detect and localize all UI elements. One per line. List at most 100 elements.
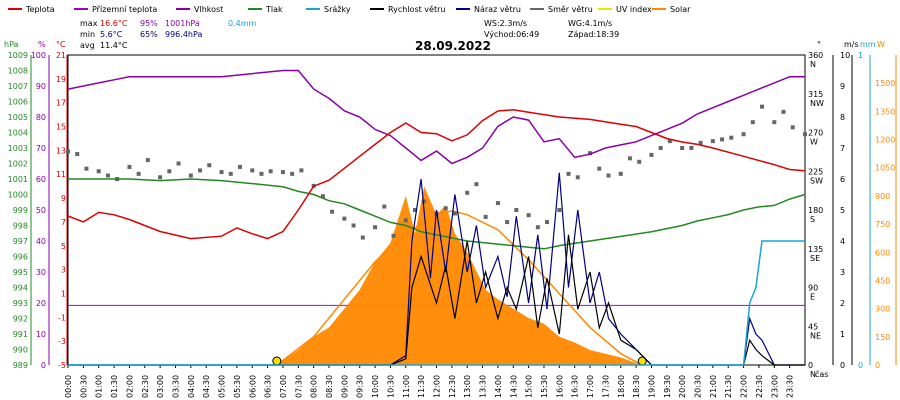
x-tick-label: 16:30: [571, 375, 580, 398]
stats-avg-label: avg: [80, 41, 95, 50]
dir-tick-label: 270: [808, 129, 823, 138]
x-tick-label: 15:30: [540, 375, 549, 398]
x-tick-label: 01:00: [95, 375, 104, 398]
x-tick-label: 07:00: [279, 375, 288, 398]
dir-compass-label: SW: [810, 176, 823, 185]
dir-compass-label: N: [810, 370, 816, 379]
wind-direction-point: [741, 132, 746, 137]
wind-direction-point: [781, 109, 786, 114]
x-tick-label: 20:30: [694, 375, 703, 398]
rain-line: [68, 240, 805, 366]
pressure-tick-label: 999: [13, 206, 28, 215]
humidity-tick-label: 80: [36, 113, 46, 122]
x-tick-label: 10:00: [371, 375, 380, 398]
temperature-line: [67, 109, 806, 240]
legend-label: Srážky: [324, 5, 351, 14]
x-tick-label: 18:30: [632, 375, 641, 398]
wind-unit-label: m/s: [844, 40, 859, 49]
wind-direction-point: [280, 170, 285, 175]
wind-direction-point: [597, 166, 602, 171]
legend-label: Náraz větru: [474, 5, 521, 14]
temp-tick-label: 7: [61, 218, 66, 227]
x-tick-label: 00:30: [79, 375, 88, 398]
x-tick-label: 20:00: [678, 375, 687, 398]
pressure-tick-label: 1008: [8, 67, 28, 76]
wind-direction-point: [474, 182, 479, 187]
wind-direction-point: [250, 168, 255, 173]
x-tick-label: 18:00: [617, 375, 626, 398]
wind-tick-label: 7: [840, 144, 845, 153]
wind-direction-point: [545, 220, 550, 225]
wind-tick-label: 4: [840, 237, 845, 246]
dir-compass-label: E: [810, 293, 815, 302]
stats-avg-temp: 11.4°C: [100, 41, 128, 50]
solar-theoretical-line: [276, 210, 643, 366]
wind-direction-point: [658, 146, 663, 150]
x-tick-label: 21:00: [709, 375, 718, 398]
wind-tick-label: 2: [840, 299, 845, 308]
x-tick-label: 07:30: [294, 375, 303, 398]
pressure-tick-label: 991: [13, 330, 28, 339]
x-tick-label: 14:00: [494, 375, 503, 398]
x-tick-label: 12:00: [433, 375, 442, 398]
time-axis-label: čas: [815, 369, 828, 379]
wind-direction-point: [237, 164, 242, 169]
plot-area: [66, 69, 807, 366]
x-tick-label: 11:00: [402, 375, 411, 398]
pressure-tick-label: 1004: [8, 129, 28, 138]
x-tick-label: 05:30: [233, 375, 242, 398]
dir-tick-label: 360: [808, 51, 823, 60]
wind-tick-label: 0: [840, 361, 845, 370]
x-tick-label: 09:30: [356, 375, 365, 398]
pressure-tick-label: 995: [13, 268, 28, 277]
pressure-tick-label: 992: [13, 315, 28, 324]
stats-max-temp: 16.6°C: [100, 19, 128, 28]
wind-direction-point: [710, 139, 715, 144]
wind-direction-point: [729, 135, 734, 140]
wind-tick-label: 1: [840, 330, 845, 339]
dir-compass-label: NE: [810, 331, 821, 340]
wind-direction-point: [391, 233, 396, 238]
wind-direction-point: [422, 199, 427, 204]
wind-tick-label: 3: [840, 268, 845, 277]
wind-direction-point: [575, 175, 580, 180]
wind-direction-point: [637, 159, 642, 164]
wind-direction-point: [96, 169, 101, 174]
solar-unit-label: W: [877, 40, 885, 49]
solar-tick-label: 750: [875, 220, 890, 229]
humidity-tick-label: 70: [36, 144, 46, 153]
pressure-tick-label: 1005: [8, 113, 28, 122]
stats-min-temp: 5.6°C: [100, 30, 123, 39]
dir-tick-label: 315: [808, 90, 823, 99]
solar-tick-label: 1200: [875, 136, 895, 145]
temp-tick-label: 9: [61, 194, 66, 203]
x-tick-label: 04:30: [202, 375, 211, 398]
rain-unit-label: mm: [860, 40, 876, 49]
wind-direction-point: [105, 173, 110, 178]
rain-tick-label: 0: [858, 361, 863, 370]
humidity-tick-label: 50: [36, 206, 46, 215]
humidity-tick-label: 100: [31, 51, 46, 60]
stats-min-hum: 65%: [140, 30, 158, 39]
wind-direction-point: [667, 139, 672, 144]
wind-tick-label: 10: [840, 51, 850, 60]
solar-tick-label: 1500: [875, 79, 895, 88]
legend-label: Vlhkost: [194, 5, 223, 14]
temp-tick-label: 5: [61, 242, 66, 251]
wind-direction-point: [618, 171, 623, 176]
wind-direction-point: [373, 225, 378, 230]
solar-tick-label: 600: [875, 248, 890, 257]
temp-tick-label: 21: [56, 51, 66, 60]
wind-tick-label: 9: [840, 82, 845, 91]
pressure-tick-label: 989: [13, 361, 28, 370]
humidity-line: [67, 69, 805, 165]
x-tick-label: 17:00: [586, 375, 595, 398]
x-tick-label: 10:30: [386, 375, 395, 398]
wind-direction-point: [84, 166, 89, 171]
x-tick-label: 13:00: [463, 375, 472, 398]
wind-direction-point: [259, 171, 264, 176]
solar-tick-label: 1350: [875, 107, 895, 116]
wind-direction-point: [158, 175, 163, 180]
legend-label: Solar: [670, 5, 691, 14]
x-tick-label: 23:00: [770, 375, 779, 398]
